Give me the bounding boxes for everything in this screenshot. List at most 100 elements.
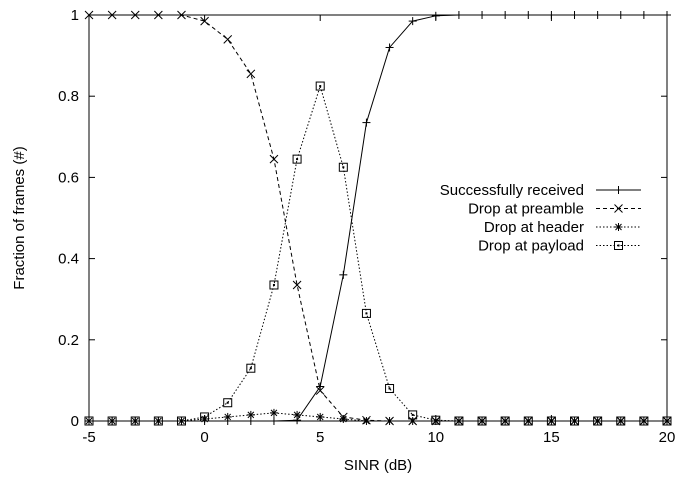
- data-point: [130, 416, 140, 426]
- data-point: [315, 386, 325, 395]
- data-point: [269, 417, 278, 425]
- plot-frame: [88, 14, 668, 422]
- data-point: [478, 11, 487, 19]
- legend-marker: [614, 223, 623, 231]
- legend-item: Drop at payload: [478, 238, 641, 255]
- data-point: [454, 416, 464, 426]
- legend-label: Drop at payload: [478, 238, 584, 255]
- data-point: [200, 16, 209, 26]
- y-tick-label: 0.8: [58, 88, 79, 105]
- data-point: [176, 416, 186, 426]
- data-point: [246, 363, 256, 373]
- data-point: [431, 415, 441, 425]
- data-point: [454, 11, 463, 19]
- data-point: [316, 412, 325, 421]
- legend-marker: [614, 204, 623, 213]
- data-point: [200, 412, 210, 422]
- data-point: [107, 10, 117, 20]
- data-point: [593, 416, 603, 426]
- data-point: [361, 308, 371, 318]
- data-point: [246, 410, 255, 419]
- data-point: [292, 154, 302, 164]
- x-axis-title: SINR (dB): [344, 457, 412, 474]
- data-point: [362, 118, 371, 127]
- legend-item: Successfully received: [440, 182, 641, 199]
- data-point: [500, 416, 510, 426]
- data-point: [408, 17, 417, 26]
- series-4: [84, 81, 672, 426]
- data-point: [362, 417, 371, 425]
- data-point: [408, 410, 418, 420]
- series-1: [85, 11, 671, 425]
- x-tick-label: 5: [316, 429, 324, 446]
- data-point: [339, 270, 348, 279]
- x-tick-label: 15: [543, 429, 560, 446]
- data-point: [570, 11, 579, 19]
- data-point: [616, 416, 626, 426]
- data-point: [153, 416, 163, 426]
- series-2: [84, 10, 672, 426]
- data-point: [269, 408, 278, 417]
- y-tick-label: 0.6: [58, 169, 79, 186]
- data-point: [663, 11, 671, 19]
- data-point: [315, 81, 325, 91]
- y-tick-label: 0.2: [58, 332, 79, 349]
- data-point: [408, 417, 417, 425]
- data-point: [662, 416, 672, 426]
- y-tick-label: 1: [71, 7, 79, 24]
- legend-label: Drop at preamble: [468, 201, 584, 218]
- data-point: [593, 11, 602, 19]
- legend-marker: [614, 186, 623, 194]
- data-point: [639, 416, 649, 426]
- x-tick-label: 0: [200, 429, 208, 446]
- legend-label: Successfully received: [440, 182, 584, 199]
- series-line: [89, 14, 667, 422]
- data-point: [338, 162, 348, 172]
- data-point: [223, 35, 233, 44]
- series-line: [89, 412, 667, 422]
- data-point: [639, 11, 648, 19]
- data-point: [154, 10, 163, 20]
- series-3: [85, 408, 671, 425]
- x-tick-label: -5: [82, 429, 95, 446]
- data-point: [501, 11, 510, 19]
- data-point: [269, 280, 279, 290]
- y-tick-label: 0: [71, 413, 79, 430]
- legend-label: Drop at header: [484, 219, 584, 236]
- legend-item: Drop at header: [484, 219, 641, 236]
- data-point: [523, 416, 533, 426]
- data-point: [246, 69, 256, 79]
- data-point: [616, 11, 625, 19]
- data-point: [570, 416, 580, 426]
- data-point: [547, 11, 556, 19]
- data-point: [292, 280, 302, 290]
- data-point: [223, 398, 233, 408]
- data-point: [316, 382, 325, 391]
- data-point: [84, 10, 94, 20]
- y-tick-label: 0.4: [58, 251, 79, 268]
- x-axis: -5 0 5 10 15 20: [82, 15, 675, 446]
- legend-marker: [614, 241, 623, 250]
- series-layer: [84, 10, 672, 426]
- data-point: [293, 410, 302, 419]
- data-point: [107, 416, 117, 426]
- x-tick-label: 10: [427, 429, 444, 446]
- data-point: [546, 416, 556, 426]
- data-point: [385, 417, 394, 425]
- data-point: [177, 10, 186, 20]
- data-point: [524, 11, 533, 19]
- data-point: [477, 416, 487, 426]
- series-line: [89, 14, 667, 422]
- data-point: [223, 412, 232, 421]
- data-point: [84, 416, 94, 426]
- data-point: [130, 10, 140, 20]
- plot-border: [88, 14, 668, 422]
- data-point: [431, 11, 440, 20]
- data-point: [269, 154, 279, 164]
- data-point: [385, 384, 395, 394]
- legend-item: Drop at preamble: [468, 201, 641, 218]
- y-axis-title: Fraction of frames (#): [11, 146, 28, 289]
- data-point: [385, 43, 394, 52]
